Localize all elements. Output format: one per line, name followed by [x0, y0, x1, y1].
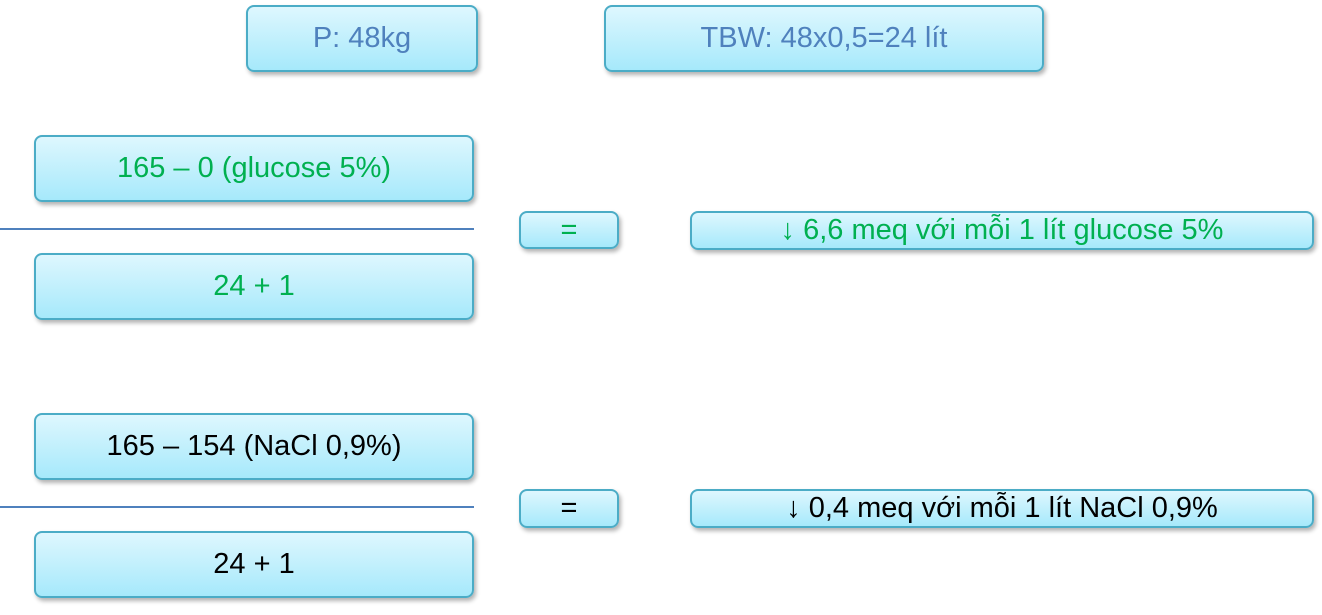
glucose-result: ↓ 6,6 meq với mỗi 1 lít glucose 5% — [690, 211, 1314, 250]
nacl-numerator: 165 – 154 (NaCl 0,9%) — [34, 413, 474, 480]
nacl-result: ↓ 0,4 meq với mỗi 1 lít NaCl 0,9% — [690, 489, 1314, 528]
nacl-denominator: 24 + 1 — [34, 531, 474, 598]
glucose-denominator: 24 + 1 — [34, 253, 474, 320]
glucose-numerator: 165 – 0 (glucose 5%) — [34, 135, 474, 202]
glucose-equals: = — [519, 211, 619, 249]
nacl-fraction-line — [0, 506, 474, 508]
nacl-equals: = — [519, 489, 619, 528]
glucose-fraction-line — [0, 228, 474, 230]
weight-box: P: 48kg — [246, 5, 478, 72]
tbw-box: TBW: 48x0,5=24 lít — [604, 5, 1044, 72]
